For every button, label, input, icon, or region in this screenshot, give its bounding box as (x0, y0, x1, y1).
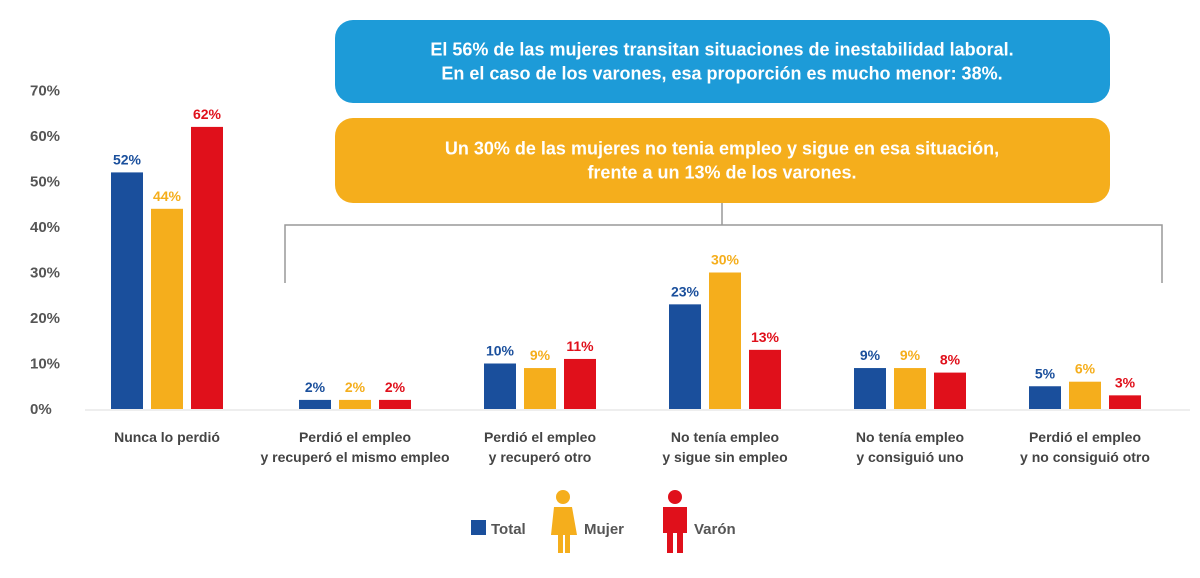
data-label: 23% (671, 283, 700, 299)
bar-mujer (894, 368, 926, 409)
y-tick-label: 0% (30, 401, 52, 418)
category-label: Perdió el empleo (299, 429, 411, 445)
data-label: 2% (385, 379, 406, 395)
category-label: y recuperó otro (489, 449, 592, 465)
callout-text: El 56% de las mujeres transitan situacio… (430, 40, 1013, 60)
y-tick-label: 60% (30, 128, 60, 145)
bar-total (854, 368, 886, 409)
legend-label: Total (491, 521, 526, 538)
data-label: 2% (305, 379, 326, 395)
callout-box (335, 20, 1110, 103)
bar-varón (749, 349, 781, 409)
legend-label: Mujer (584, 521, 624, 538)
callout-text: En el caso de los varones, esa proporció… (441, 64, 1002, 84)
legend-swatch-total (471, 520, 486, 535)
man-icon (663, 490, 687, 553)
bar-varón (191, 126, 223, 410)
y-tick-label: 50% (30, 174, 60, 191)
legend: Total Mujer Varón (471, 490, 736, 553)
legend-label: Varón (694, 521, 736, 538)
data-label: 44% (153, 188, 182, 204)
y-tick-label: 10% (30, 356, 60, 373)
y-tick-label: 70% (30, 83, 60, 100)
category-label: Nunca lo perdió (114, 429, 220, 445)
annotations: El 56% de las mujeres transitan situacio… (335, 20, 1110, 203)
bars: 52% 44% 62% 2% 2% 2% 10% 9% 11% 23% 30% 13% 9% 9% 8% 5%… (111, 106, 1141, 410)
data-label: 9% (860, 347, 881, 363)
callout-text: frente a un 13% de los varones. (587, 163, 856, 183)
data-label: 9% (530, 347, 551, 363)
bar-total (299, 399, 331, 409)
data-label: 9% (900, 347, 921, 363)
category-label: Perdió el empleo (1029, 429, 1141, 445)
category-label: Perdió el empleo (484, 429, 596, 445)
bar-varón (934, 372, 966, 409)
bar-varón (1109, 395, 1141, 409)
data-label: 6% (1075, 361, 1096, 377)
y-tick-label: 30% (30, 265, 60, 282)
bar-total (1029, 386, 1061, 409)
bar-total (111, 172, 143, 409)
bar-mujer (151, 208, 183, 409)
category-label: y consiguió uno (856, 449, 963, 465)
bar-mujer (339, 399, 371, 409)
y-axis: 0% 10% 20% 30% 40% 50% 60% 70% (30, 83, 60, 419)
category-label: y sigue sin empleo (662, 449, 787, 465)
category-label: y recuperó el mismo empleo (260, 449, 449, 465)
bar-mujer (709, 272, 741, 409)
category-label: No tenía empleo (856, 429, 964, 445)
category-label: y no consiguió otro (1020, 449, 1150, 465)
y-tick-label: 40% (30, 219, 60, 236)
data-label: 62% (193, 106, 222, 122)
data-label: 8% (940, 352, 961, 368)
bar-total (669, 304, 701, 409)
bar-varón (564, 358, 596, 409)
data-label: 11% (566, 338, 594, 354)
data-label: 30% (711, 252, 740, 268)
bar-total (484, 363, 516, 409)
y-tick-label: 20% (30, 310, 60, 327)
data-label: 5% (1035, 365, 1056, 381)
data-label: 10% (486, 343, 515, 359)
bracket-connector (284, 203, 1163, 283)
category-label: No tenía empleo (671, 429, 779, 445)
bar-mujer (524, 368, 556, 409)
callout-text: Un 30% de las mujeres no tenia empleo y … (445, 139, 999, 159)
category-labels: Nunca lo perdió Perdió el empleo y recuper… (114, 429, 1150, 465)
bar-mujer (1069, 381, 1101, 409)
callout-box (335, 118, 1110, 203)
data-label: 13% (751, 329, 780, 345)
data-label: 2% (345, 379, 366, 395)
bar-varón (379, 399, 411, 409)
data-label: 3% (1115, 374, 1136, 390)
data-label: 52% (113, 151, 142, 167)
woman-icon (551, 490, 577, 553)
